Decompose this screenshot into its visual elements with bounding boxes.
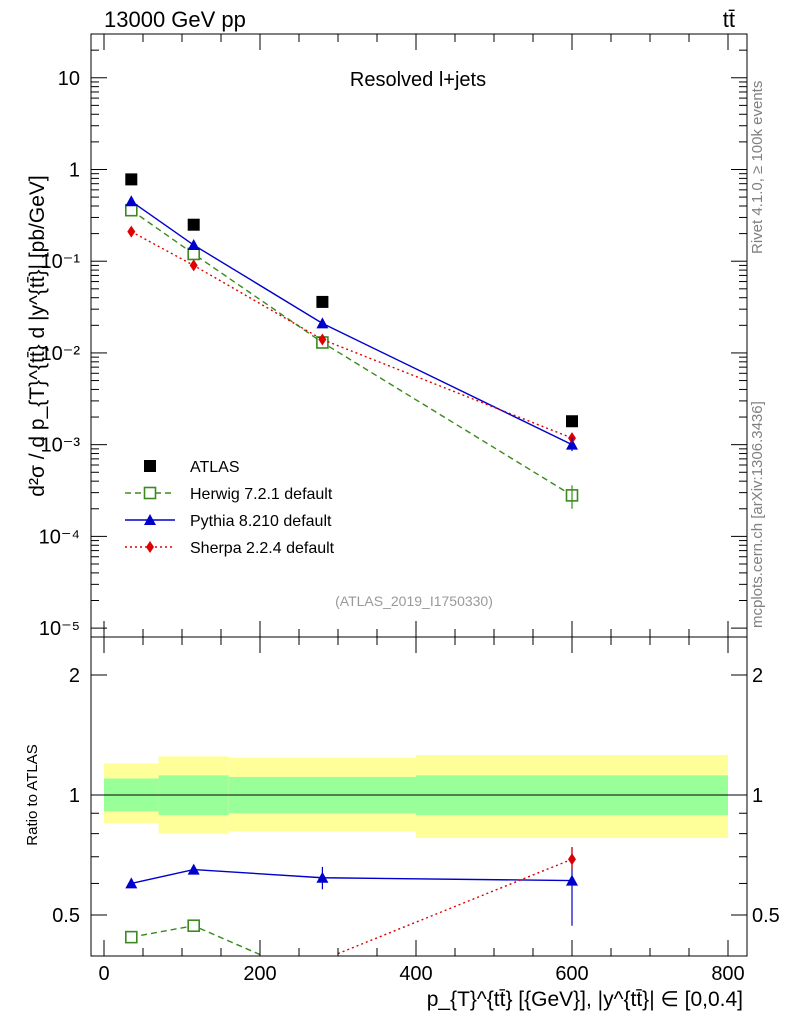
x-axis-label: p_{T}^{tt̄} [{GeV}], |y^{tt̄}| ∈ [0,0.4] [427, 988, 743, 1011]
legend-label-herwig: Herwig 7.2.1 default [190, 486, 333, 503]
x-tick-label: 600 [555, 963, 588, 985]
ratio-tick-labels: 2 2 1 1 0.5 0.5 0 200 400 600 800 [52, 665, 780, 985]
energy-label: 13000 GeV pp [104, 7, 246, 32]
point-data [316, 295, 329, 308]
main-series [125, 173, 579, 509]
main-y-tick-label: 10⁻⁴ [39, 526, 80, 548]
x-tick-label: 800 [711, 963, 744, 985]
ratio-y-tick-label: 0.5 [52, 905, 80, 927]
point-data [125, 173, 138, 186]
ratio-y-tick-label-right: 1 [752, 785, 763, 807]
main-y-tick-label: 1 [69, 159, 80, 181]
ratio-y-tick-label: 2 [69, 665, 80, 687]
ratio-point-pythia [125, 877, 138, 889]
ratio-y-axis-label: Ratio to ATLAS [24, 744, 41, 845]
main-y-tick-label: 10⁻¹ [41, 251, 81, 273]
panel-title: Resolved l+jets [350, 69, 486, 91]
point-sherpa [189, 259, 198, 272]
ratio-point-herwig [187, 919, 200, 933]
ratio-point-herwig [317, 976, 328, 987]
ratio-y-tick-label-right: 0.5 [752, 905, 780, 927]
point-sherpa [127, 225, 136, 238]
analysis-watermark: (ATLAS_2019_I1750330) [335, 593, 493, 609]
mcplots-label: mcplots.cern.ch [arXiv:1306.3436] [749, 401, 766, 628]
legend-marker-pythia [144, 514, 156, 525]
point-pythia [187, 239, 200, 251]
ratio-panel-frame [90, 636, 748, 957]
main-y-tick-label: 10⁻² [41, 343, 81, 365]
main-y-tick-label: 10⁻³ [41, 435, 81, 457]
main-y-tick-label: 10 [58, 68, 80, 90]
point-pythia [125, 195, 138, 207]
rivet-version-label: Rivet 4.1.0, ≥ 100k events [749, 81, 766, 254]
series-line-herwig [130, 209, 573, 496]
series-line-sherpa [130, 231, 573, 439]
ratio-panel: 2 2 1 1 0.5 0.5 0 200 400 600 800 Ratio to ATLAS p… [24, 636, 780, 1011]
point-herwig [187, 247, 200, 261]
ratio-bands [104, 754, 728, 839]
legend-marker-data [144, 460, 156, 472]
main-y-tick-label: 10⁻⁵ [39, 618, 80, 640]
point-herwig [125, 203, 138, 217]
x-tick-label: 200 [243, 963, 276, 985]
ratio-line-herwig [131, 924, 265, 956]
legend-label-pythia: Pythia 8.210 default [190, 513, 332, 530]
ratio-series [125, 847, 578, 987]
point-data [566, 415, 578, 428]
main-y-tick-labels: 10 1 10⁻¹ 10⁻² 10⁻³ 10⁻⁴ 10⁻⁵ [39, 68, 81, 640]
ratio-y-tick-label: 1 [69, 785, 80, 807]
legend: ATLAS Herwig 7.2.1 default Pythia 8.210 de… [125, 459, 335, 557]
legend-label-data: ATLAS [190, 459, 240, 476]
ratio-point-pythia [187, 863, 200, 875]
point-pythia [316, 317, 329, 329]
process-label: tt̄ [723, 7, 735, 32]
x-tick-label: 400 [399, 963, 432, 985]
point-data [187, 218, 200, 231]
x-tick-label: 0 [98, 963, 109, 985]
legend-label-sherpa: Sherpa 2.2.4 default [190, 540, 335, 557]
ratio-line-pythia [131, 868, 573, 885]
main-y-axis-label: d²σ / d p_{T}^{tt̄} d |y^{tt̄}| [pb/GeV] [26, 175, 49, 496]
ratio-point-herwig [125, 930, 138, 944]
ratio-line-sherpa [337, 858, 573, 955]
ratio-ticks [91, 637, 747, 956]
series-line-pythia [130, 200, 573, 446]
point-sherpa [318, 333, 327, 346]
main-ticks [91, 33, 747, 637]
ratio-y-tick-label-right: 2 [752, 665, 763, 687]
legend-marker-herwig [143, 486, 157, 500]
legend-marker-sherpa [146, 541, 154, 553]
